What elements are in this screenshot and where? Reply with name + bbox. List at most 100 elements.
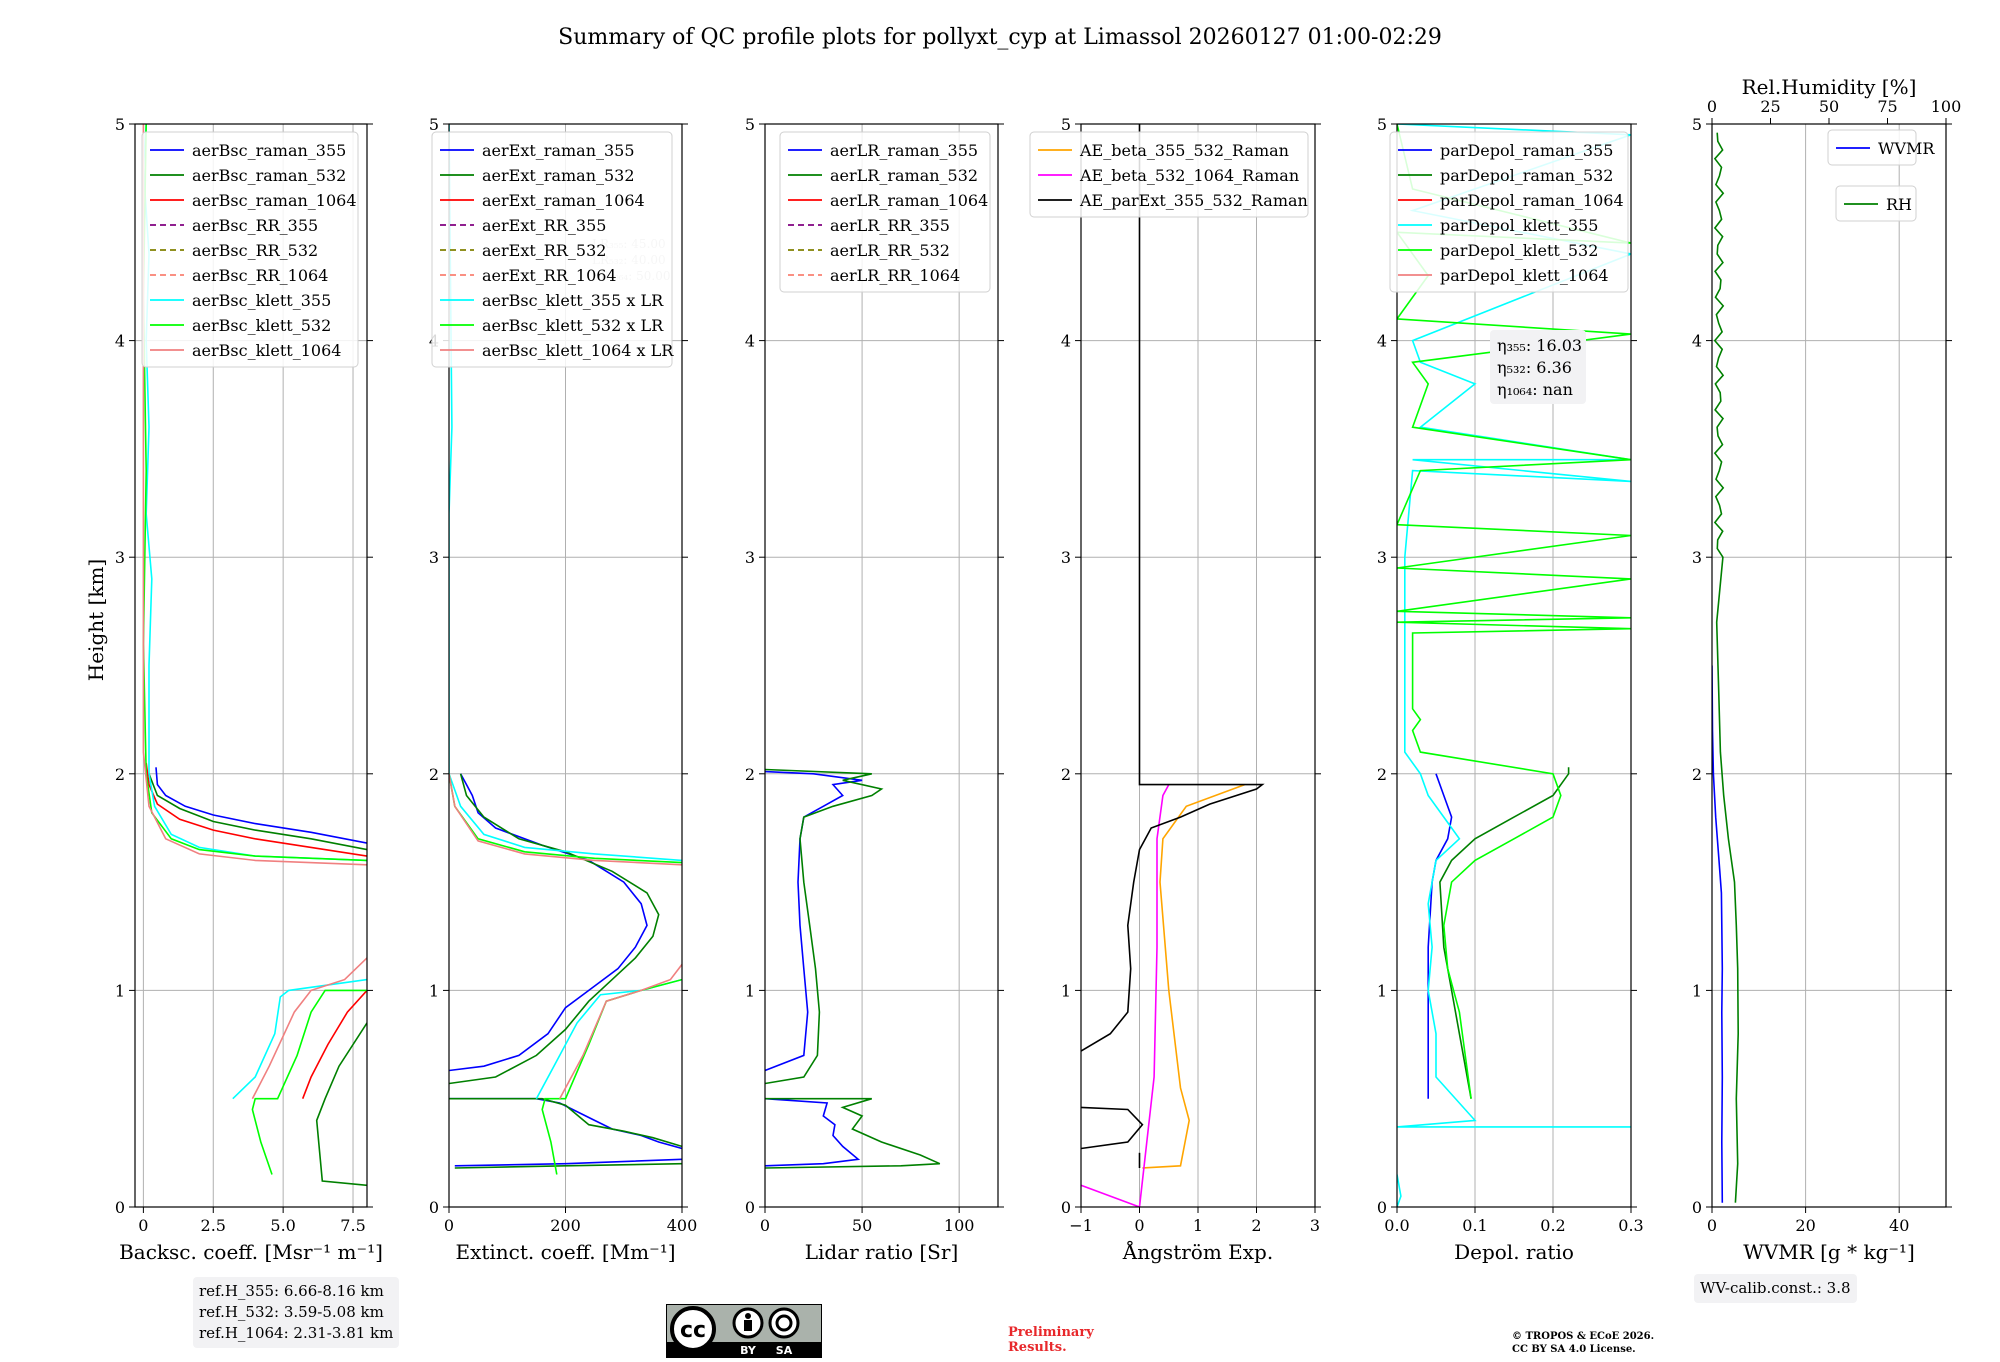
legend-frame [431, 131, 673, 368]
legend-label-pardepol-klett-355: parDepol_klett_355 [1440, 216, 1598, 235]
legend-label-ae-beta-355-532-raman: AE_beta_355_532_Raman [1079, 141, 1289, 160]
series-aerbsc-raman-532-upper [148, 773, 367, 851]
legend-label-aerbsc-klett-355: aerBsc_klett_355 [192, 291, 331, 310]
eta-note-box: η₃₅₅: 16.03 η₅₃₂: 6.36 η₁₀₆₄: nan [1490, 330, 1586, 404]
legend-label-aerlr-raman-355: aerLR_raman_355 [830, 141, 978, 160]
legend-frame [779, 131, 991, 293]
y-tick-label: 3 [745, 548, 755, 567]
y-tick-label: 1 [745, 981, 755, 1000]
series-ae-parext-355-532-raman [1081, 1106, 1144, 1150]
top-tick-label: 0 [1707, 97, 1717, 116]
series-ae-parext-355-532-raman-up [1081, 124, 1265, 1052]
top-tick-label: 100 [1931, 97, 1962, 116]
legend-label-rh: RH [1886, 195, 1912, 214]
legend-label-aerext-rr-1064: aerExt_RR_1064 [482, 266, 617, 285]
preliminary-line-2: Results. [1008, 1340, 1067, 1355]
y-tick-label: 4 [115, 332, 125, 351]
x-tick-label: 1 [1193, 1216, 1203, 1235]
y-tick-label: 0 [1377, 1198, 1387, 1217]
series-aerbsc-raman-355 [155, 767, 367, 844]
series-aerlr-raman-532-low [765, 1097, 941, 1169]
legend-frame [1029, 131, 1309, 218]
panel-depol: 0.0 0.1 0.2 0.3 Depol. ratio 0 1 2 3 4 5 η₃₅₅: 16.0… [1377, 115, 1644, 1264]
panel-lr: 0 50 100 Lidar ratio [Sr] 0 1 2 3 4 5 aerLR_raman_… [745, 115, 1004, 1264]
top-tick-label: 75 [1877, 97, 1897, 116]
wv-calib-box: WV-calib.const.: 3.8 [1694, 1274, 1857, 1303]
legend-label-aerext-raman-355: aerExt_raman_355 [482, 141, 635, 160]
y-tick-label: 3 [115, 548, 125, 567]
ref-height-355: ref.H_355: 6.66-8.16 km [199, 1282, 384, 1300]
legend: aerBsc_raman_355 aerBsc_raman_532 aerBsc_r… [141, 131, 359, 368]
y-tick-label: 5 [745, 115, 755, 134]
y-tick-label: 2 [429, 765, 439, 784]
y-tick-label: 5 [429, 115, 439, 134]
legend: aerLR_raman_355 aerLR_raman_532 aerLR_rama… [779, 131, 991, 293]
preliminary-results-note: Preliminary Results. [1008, 1325, 1094, 1355]
series-aerbsc-klett-1064 [251, 957, 367, 1100]
legend: aerExt_raman_355 aerExt_raman_532 aerExt_r… [431, 131, 674, 368]
x-tick-label: 0 [138, 1216, 148, 1235]
x-axis-label: Extinct. coeff. [Mm⁻¹] [455, 1240, 675, 1264]
axes-frame [764, 123, 999, 1208]
x-tick-label: 0.2 [1540, 1216, 1565, 1235]
y-tick-label: 5 [1692, 115, 1702, 134]
wv-calib-text: WV-calib.const.: 3.8 [1700, 1279, 1851, 1297]
series-aerbsc-klett-532 [251, 989, 367, 1175]
eta-note: η₅₃₂: 6.36 [1497, 358, 1572, 377]
legend-label-aerbsc-rr-355: aerBsc_RR_355 [192, 216, 318, 235]
y-tick-label: 5 [1377, 115, 1387, 134]
x-tick-label: 3 [1310, 1216, 1320, 1235]
x-axis-label: Lidar ratio [Sr] [805, 1240, 959, 1264]
legend-label-aerext-rr-532: aerExt_RR_532 [482, 241, 606, 260]
y-tick-label: 4 [745, 332, 755, 351]
legend-label-aerlr-rr-1064: aerLR_RR_1064 [830, 266, 960, 285]
series-aerbsc-klett-355-x-lr-up [449, 124, 682, 862]
legend-label-pardepol-klett-1064: parDepol_klett_1064 [1440, 266, 1609, 285]
cc-logo-icon [670, 1306, 716, 1352]
cc-logo-text: cc [680, 1318, 706, 1343]
legend-frame [1827, 129, 1917, 166]
x-tick-label: 0 [444, 1216, 454, 1235]
y-tick-label: 2 [745, 765, 755, 784]
series-aerext-raman-355-low [454, 1158, 682, 1167]
x-tick-label: 7.5 [340, 1216, 365, 1235]
legend-label-aerlr-raman-1064: aerLR_raman_1064 [830, 191, 988, 210]
y-tick-label: 2 [115, 765, 125, 784]
y-tick-label: 1 [1377, 981, 1387, 1000]
x-tick-label: 20 [1795, 1216, 1815, 1235]
legend: parDepol_raman_355 parDepol_raman_532 parD… [1389, 131, 1629, 293]
y-tick-label: 1 [115, 981, 125, 1000]
legend-label-aerbsc-klett-532-x-lr: aerBsc_klett_532 x LR [482, 316, 664, 335]
x-tick-label: 0 [1707, 1216, 1717, 1235]
x-axis-label: Backsc. coeff. [Msr⁻¹ m⁻¹] [119, 1240, 383, 1264]
series-aerbsc-raman-532 [315, 1022, 367, 1187]
y-tick-label: 2 [1377, 765, 1387, 784]
legend: RH [1835, 185, 1917, 222]
copyright-line-1: © TROPOS & ECoE 2026. [1512, 1331, 1655, 1342]
x-axis-label: Ångström Exp. [1122, 1239, 1273, 1264]
legend-label-wvmr: WVMR [1878, 139, 1935, 158]
top-tick-label: 50 [1819, 97, 1839, 116]
y-tick-label: 5 [115, 115, 125, 134]
top-axis-label: Rel.Humidity [%] [1742, 75, 1917, 99]
legend-label-aerbsc-raman-1064: aerBsc_raman_1064 [192, 191, 357, 210]
y-tick-label: 5 [1061, 115, 1071, 134]
x-tick-label: 0 [1134, 1216, 1144, 1235]
y-tick-label: 3 [1692, 548, 1702, 567]
y-tick-label: 0 [1061, 1198, 1071, 1217]
y-tick-label: 1 [1061, 981, 1071, 1000]
y-tick-label: 2 [1692, 765, 1702, 784]
x-tick-label: 0.1 [1462, 1216, 1487, 1235]
series-aerbsc-klett-1064-x-lr [558, 963, 682, 1100]
figure-title: Summary of QC profile plots for pollyxt_… [558, 25, 1442, 50]
sa-sharealike-icon [768, 1307, 800, 1339]
x-tick-label: 50 [852, 1216, 872, 1235]
x-tick-label: −1 [1069, 1216, 1093, 1235]
y-tick-label: 1 [429, 981, 439, 1000]
legend-label-aerlr-rr-355: aerLR_RR_355 [830, 216, 950, 235]
series-aerbsc-raman-1064 [301, 989, 367, 1099]
axes-frame [1396, 123, 1632, 1208]
legend-frame [1389, 131, 1629, 293]
